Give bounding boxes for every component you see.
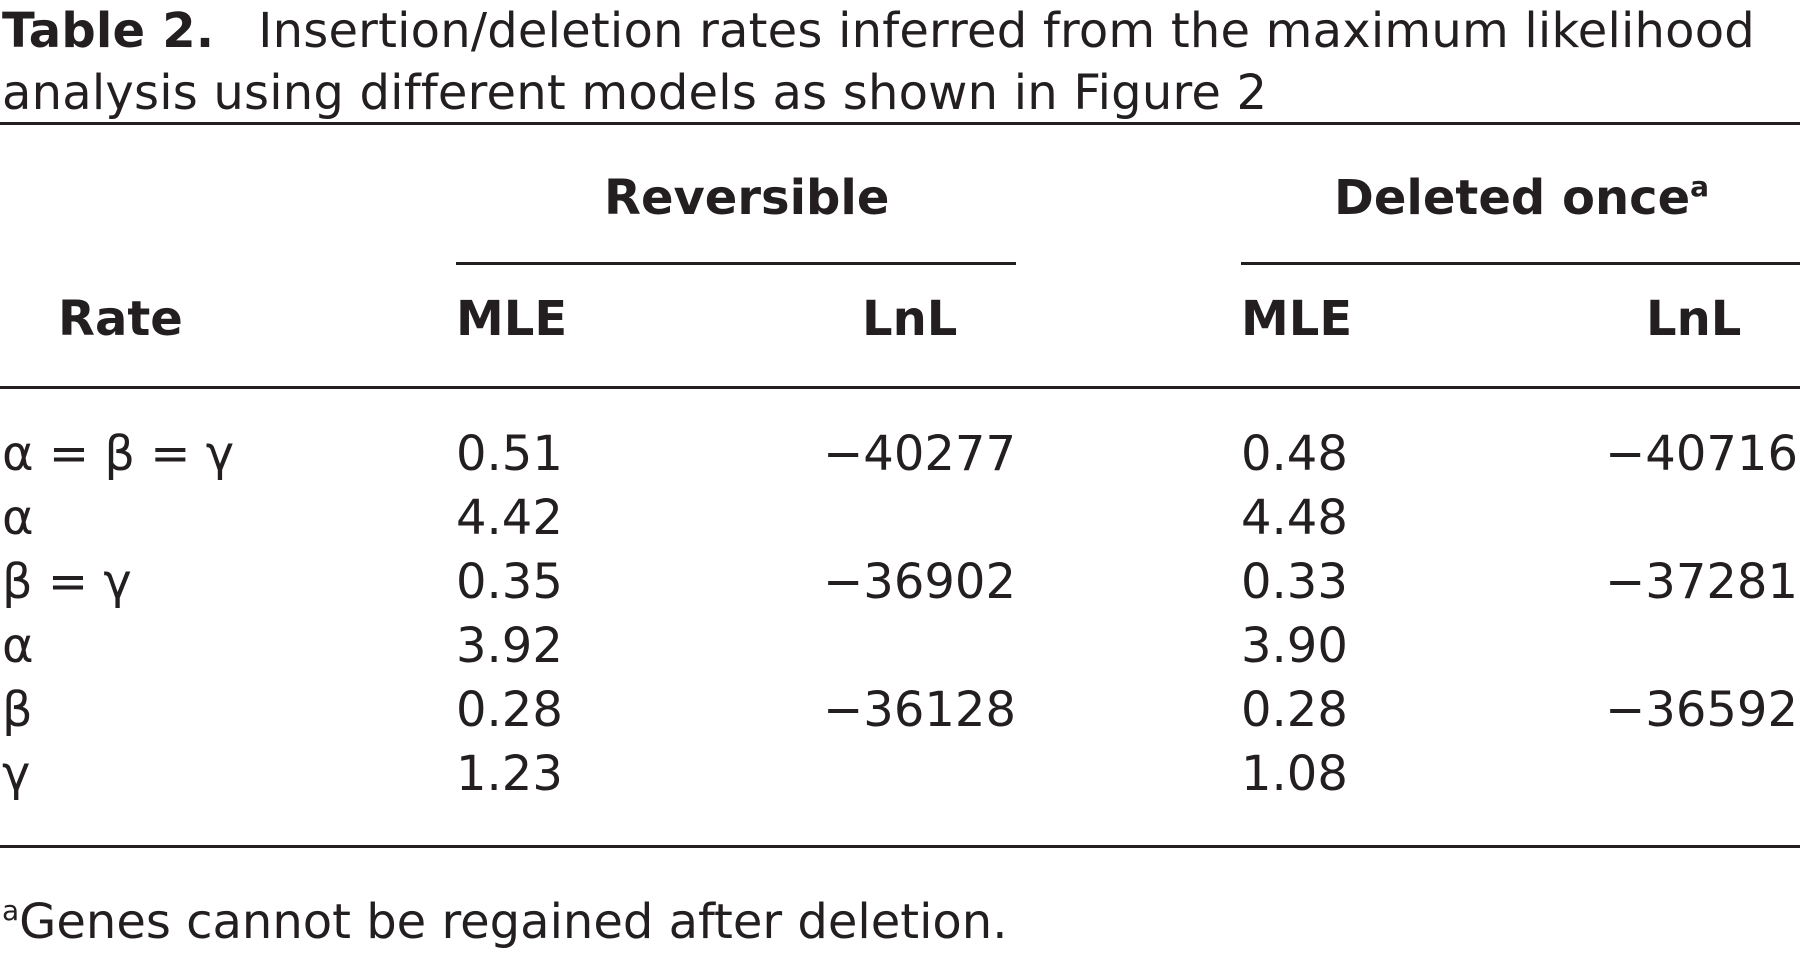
mle-cell-deleted-once: 0.28 xyxy=(1241,682,1348,738)
group-rule-deleted-once xyxy=(1241,262,1800,265)
rate-cell: α xyxy=(2,490,34,546)
table-caption: Table 2. Insertion/deletion rates inferre… xyxy=(2,0,1798,124)
mle-cell-deleted-once: 0.33 xyxy=(1241,554,1348,610)
table-caption-text: Insertion/deletion rates inferred from t… xyxy=(2,3,1755,121)
column-header-rate: Rate xyxy=(58,291,183,347)
mle-cell-reversible: 0.28 xyxy=(456,682,563,738)
column-header-mle-reversible: MLE xyxy=(456,291,568,347)
lnl-cell-reversible: −40277 xyxy=(823,426,1016,482)
lnl-cell-reversible: −36902 xyxy=(823,554,1016,610)
lnl-cell-reversible: −36128 xyxy=(823,682,1016,738)
column-header-mle-deleted-once: MLE xyxy=(1241,291,1353,347)
rate-cell: α xyxy=(2,618,34,674)
group-header-reversible: Reversible xyxy=(604,170,890,226)
top-rule xyxy=(0,122,1800,125)
rate-cell: β = γ xyxy=(2,554,132,610)
bottom-rule xyxy=(0,845,1800,848)
mle-cell-reversible: 3.92 xyxy=(456,618,563,674)
mle-cell-deleted-once: 1.08 xyxy=(1241,746,1348,802)
header-rule xyxy=(0,386,1800,389)
mle-cell-deleted-once: 0.48 xyxy=(1241,426,1348,482)
lnl-cell-deleted-once: −37281 xyxy=(1605,554,1798,610)
lnl-cell-deleted-once: −40716 xyxy=(1605,426,1798,482)
table-label: Table 2. xyxy=(2,3,215,59)
group-rule-reversible xyxy=(456,262,1016,265)
mle-cell-reversible: 0.35 xyxy=(456,554,563,610)
rate-cell: γ xyxy=(2,746,31,802)
mle-cell-deleted-once: 4.48 xyxy=(1241,490,1348,546)
column-header-lnl-deleted-once: LnL xyxy=(1646,291,1742,347)
lnl-cell-deleted-once: −36592 xyxy=(1605,682,1798,738)
mle-cell-reversible: 4.42 xyxy=(456,490,563,546)
mle-cell-reversible: 1.23 xyxy=(456,746,563,802)
footnote-text: Genes cannot be regained after deletion. xyxy=(19,894,1008,950)
footnote-mark: a xyxy=(2,894,20,927)
rate-cell: α = β = γ xyxy=(2,426,235,482)
footnote-mark: a xyxy=(1690,170,1710,203)
rate-cell: β xyxy=(2,682,33,738)
mle-cell-reversible: 0.51 xyxy=(456,426,563,482)
column-header-lnl-reversible: LnL xyxy=(862,291,958,347)
mle-cell-deleted-once: 3.90 xyxy=(1241,618,1348,674)
table-footnote: aGenes cannot be regained after deletion… xyxy=(2,892,1007,952)
group-header-deleted-once: Deleted oncea xyxy=(1334,170,1710,226)
